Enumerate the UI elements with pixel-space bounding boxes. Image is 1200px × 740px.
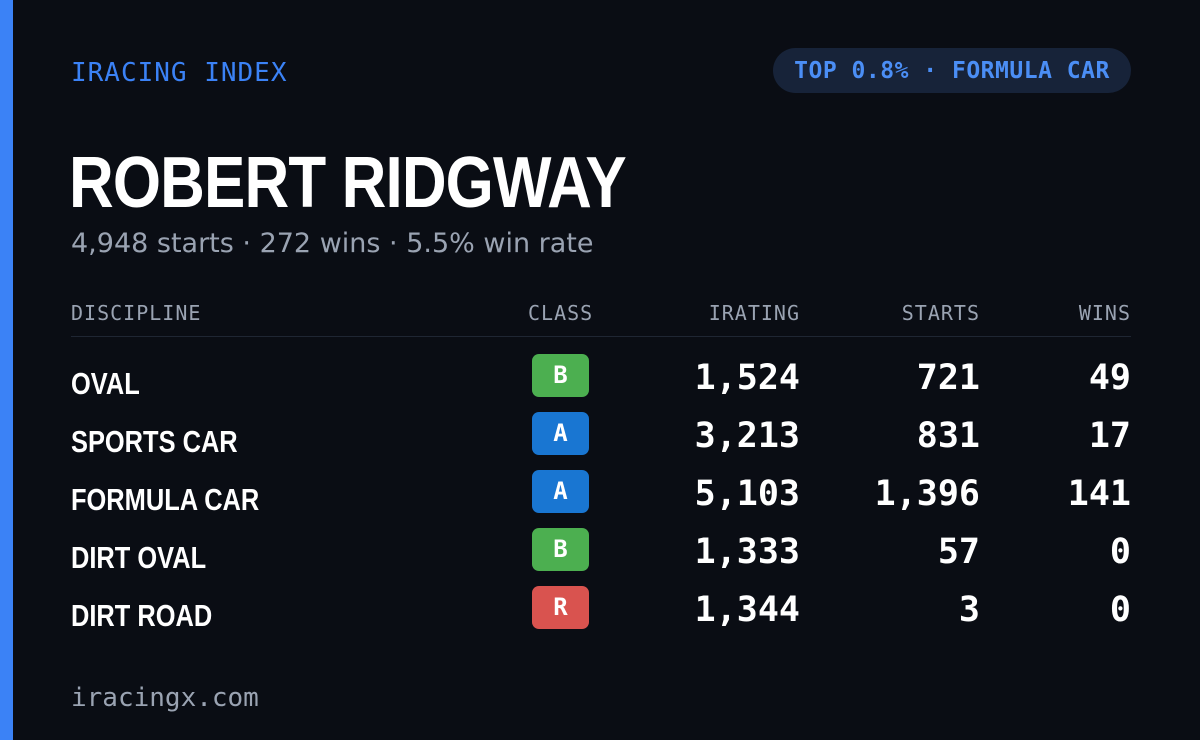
class-badge: A xyxy=(532,412,589,455)
driver-summary: 4,948 starts · 272 wins · 5.5% win rate xyxy=(71,228,594,259)
wins-value: 0 xyxy=(1109,590,1131,630)
header-starts: STARTS xyxy=(901,301,980,325)
table-header: DISCIPLINE CLASS IRATING STARTS WINS xyxy=(71,298,1131,328)
starts-value: 721 xyxy=(916,358,980,398)
class-badge: B xyxy=(532,528,589,571)
class-badge: A xyxy=(532,470,589,513)
table-row: DIRT ROAD R 1,344 3 0 xyxy=(71,586,1131,642)
table-row: OVAL B 1,524 721 49 xyxy=(71,354,1131,410)
irating-value: 5,103 xyxy=(694,474,800,514)
footer-url: iracingx.com xyxy=(71,683,259,713)
starts-value: 57 xyxy=(937,532,980,572)
discipline-name: DIRT OVAL xyxy=(71,540,207,575)
table-row: DIRT OVAL B 1,333 57 0 xyxy=(71,528,1131,584)
wins-value: 17 xyxy=(1088,416,1131,456)
starts-value: 831 xyxy=(916,416,980,456)
irating-value: 1,524 xyxy=(694,358,800,398)
irating-value: 1,344 xyxy=(694,590,800,630)
header-class: CLASS xyxy=(528,301,594,325)
discipline-name: DIRT ROAD xyxy=(71,598,213,633)
discipline-name: OVAL xyxy=(71,366,140,401)
starts-value: 3 xyxy=(958,590,980,630)
header-discipline: DISCIPLINE xyxy=(71,301,202,325)
discipline-name: SPORTS CAR xyxy=(71,424,238,459)
class-badge: R xyxy=(532,586,589,629)
rank-badge: TOP 0.8% · FORMULA CAR xyxy=(773,48,1131,93)
header-irating: IRATING xyxy=(708,301,800,325)
class-badge: B xyxy=(532,354,589,397)
table-row: SPORTS CAR A 3,213 831 17 xyxy=(71,412,1131,468)
driver-name: ROBERT RIDGWAY xyxy=(69,143,627,223)
discipline-name: FORMULA CAR xyxy=(71,482,260,517)
irating-value: 3,213 xyxy=(694,416,800,456)
table-row: FORMULA CAR A 5,103 1,396 141 xyxy=(71,470,1131,526)
accent-bar xyxy=(0,0,13,740)
header-divider xyxy=(71,336,1131,337)
wins-value: 49 xyxy=(1088,358,1131,398)
brand-title: IRACING INDEX xyxy=(71,58,288,88)
wins-value: 141 xyxy=(1067,474,1131,514)
header-wins: WINS xyxy=(1078,301,1131,325)
irating-value: 1,333 xyxy=(694,532,800,572)
wins-value: 0 xyxy=(1109,532,1131,572)
starts-value: 1,396 xyxy=(874,474,980,514)
